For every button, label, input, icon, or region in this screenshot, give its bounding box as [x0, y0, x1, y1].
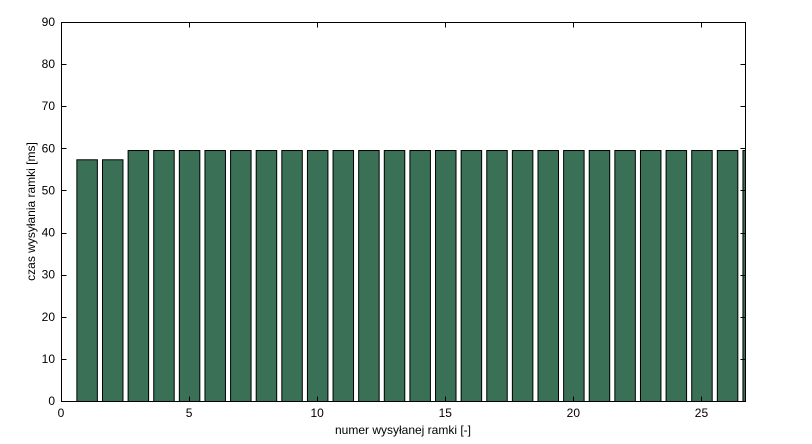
bar: [691, 150, 713, 402]
bars: [76, 150, 746, 402]
bar: [383, 150, 406, 402]
bar: [563, 150, 585, 402]
x-tick-label: 20: [567, 406, 581, 420]
y-tick-label: 30: [42, 268, 56, 282]
bar: [435, 150, 457, 402]
y-axis-label: czas wysyłania ramki [ms]: [24, 142, 38, 281]
bar: [460, 150, 483, 402]
x-axis-label: numer wysyłanej ramki [-]: [335, 423, 471, 437]
y-tick-label: 20: [42, 310, 56, 324]
bar: [255, 150, 278, 402]
bar: [665, 150, 688, 402]
y-tick-label: 70: [42, 99, 56, 113]
bar: [409, 150, 431, 402]
plot-frame: [61, 22, 746, 402]
x-tick-label: 25: [695, 406, 709, 420]
x-tick-label: 15: [439, 406, 453, 420]
bar: [742, 150, 746, 402]
bar: [281, 150, 303, 402]
y-tick-label: 40: [42, 226, 56, 240]
y-tick-label: 80: [42, 57, 56, 71]
bar: [486, 150, 508, 402]
x-tick-label: 5: [186, 406, 193, 420]
bar: [511, 150, 534, 402]
bar: [76, 159, 98, 402]
bar: [716, 150, 739, 402]
bar: [153, 150, 175, 402]
bar: [178, 150, 201, 402]
bar: [358, 150, 380, 402]
bar: [639, 150, 662, 402]
y-tick-label: 0: [48, 394, 55, 408]
y-tick-label: 10: [42, 352, 56, 366]
x-tick-label: 10: [311, 406, 325, 420]
x-tick-label: 0: [58, 406, 65, 420]
bar: [332, 150, 355, 402]
bar: [101, 159, 124, 402]
bar: [204, 150, 226, 402]
y-tick-label: 90: [42, 15, 56, 29]
bar: [537, 150, 559, 402]
bar: [306, 150, 329, 402]
y-tick-label: 60: [42, 141, 56, 155]
bar: [588, 150, 611, 402]
bar: [614, 150, 636, 402]
axis-ticks: 0 5 10 15 20 25 0 10 20 30 40 50 60 70 80 90: [42, 15, 746, 420]
bar: [127, 150, 150, 402]
bar: [230, 150, 252, 402]
y-tick-label: 50: [42, 183, 56, 197]
